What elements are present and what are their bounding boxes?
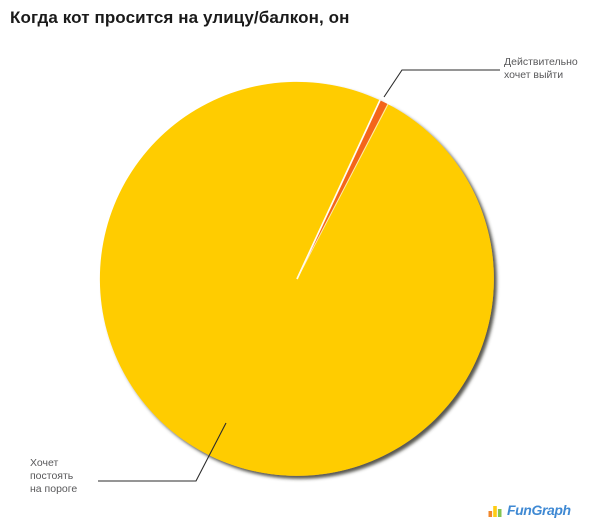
- pie-slice-divider: [296, 99, 381, 280]
- callout-label-left-line2: постоять: [30, 470, 74, 482]
- callout-label-wants-to-stand-at-threshold: Хочет постоять на пороге: [30, 457, 77, 496]
- fungraph-watermark-text: FunGraph: [507, 502, 571, 518]
- fungraph-watermark[interactable]: FunGraph: [488, 500, 588, 520]
- pie-slice-really-wants-to-go-out[interactable]: [297, 100, 388, 280]
- callout-label-really-wants-to-go-out: Действительно хочет выйти: [504, 56, 578, 82]
- callout-label-right-line2: хочет выйти: [504, 69, 564, 81]
- leader-line-left: [98, 422, 227, 482]
- bar-chart-icon: [488, 506, 502, 517]
- pie-slice-divider-secondary: [296, 103, 389, 280]
- chart-title: Когда кот просится на улицу/балкон, он: [10, 8, 350, 27]
- callout-label-left-line1: Хочет: [30, 457, 59, 469]
- leader-line-right: [383, 69, 500, 98]
- callout-label-left-line3: на пороге: [30, 483, 78, 495]
- callout-label-right-line1: Действительно: [504, 56, 578, 68]
